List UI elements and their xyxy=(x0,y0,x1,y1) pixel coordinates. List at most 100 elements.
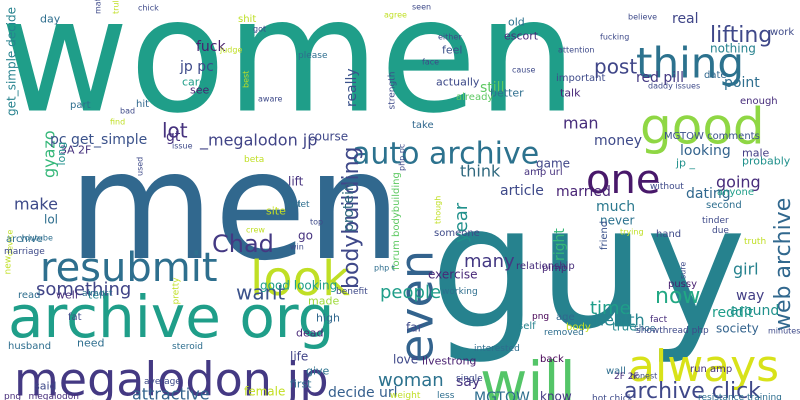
word-either: either xyxy=(438,33,462,42)
word-look: look xyxy=(250,251,350,307)
word-working: working xyxy=(442,287,478,297)
word-megalodon-jp: megalodon jp xyxy=(14,353,329,400)
word-said: said xyxy=(34,380,57,393)
word-jp-pc: jp pc xyxy=(179,59,214,75)
word-removed: removed xyxy=(544,328,584,338)
word-probably: probably xyxy=(742,155,791,168)
word-health: health xyxy=(594,311,645,330)
word-looking: looking xyxy=(680,143,731,159)
word-seen: seen xyxy=(412,3,431,12)
word-already: already xyxy=(456,92,493,103)
word-really: really xyxy=(344,68,360,107)
word-dating: dating xyxy=(686,186,731,202)
word-part: part xyxy=(70,100,91,111)
word-real: real xyxy=(672,11,699,27)
word-article: article xyxy=(500,183,544,199)
word-got: got xyxy=(253,25,266,34)
word-truly: truly xyxy=(112,0,121,14)
word-make: make xyxy=(14,195,58,214)
word-know: know xyxy=(540,390,572,400)
word-wall: wall xyxy=(606,366,626,377)
word-crew: crew xyxy=(246,226,265,235)
word-please: please xyxy=(298,51,328,61)
word-escort: escort xyxy=(504,30,539,43)
word-fuck: fuck xyxy=(196,39,226,55)
word-bodybuilding: bodybuilding xyxy=(339,146,364,289)
word-interested: interested xyxy=(474,344,520,354)
word-society: society xyxy=(716,322,759,336)
word-post: post xyxy=(594,55,637,79)
word-minutes: minutes xyxy=(768,327,800,336)
word-cause: cause xyxy=(512,66,536,75)
word-single: single xyxy=(456,374,483,384)
word-need: need xyxy=(77,337,105,350)
word-back: back xyxy=(540,354,564,365)
word-agree: agree xyxy=(384,11,407,20)
word-run-amp: run amp xyxy=(690,364,732,375)
word-male: male xyxy=(742,147,770,160)
word-resistance-training: resistance training xyxy=(698,393,782,400)
word-lot: lot xyxy=(162,119,188,143)
word-guy: guy xyxy=(430,169,746,367)
word-day: day xyxy=(40,13,61,26)
word-without: without xyxy=(650,182,684,192)
word-read: read xyxy=(18,290,41,301)
word-best: best xyxy=(242,71,251,88)
word-php-pc: php pc xyxy=(398,144,407,171)
word-life: life xyxy=(290,350,308,364)
word-first: first xyxy=(290,378,312,391)
word-lol: lol xyxy=(44,213,58,227)
word-man: man xyxy=(563,114,599,133)
word-now: now xyxy=(655,284,700,309)
word-actually: actually xyxy=(436,76,480,89)
word-lift: lift xyxy=(288,175,304,189)
word-body: body xyxy=(566,322,591,333)
word-fat: fat xyxy=(68,312,82,323)
word-give: give xyxy=(306,365,330,378)
word-exercise: exercise xyxy=(428,268,478,282)
word-png: png xyxy=(532,312,549,322)
word-find: find xyxy=(110,118,125,127)
word-new: new xyxy=(4,256,14,275)
word-thing: thing xyxy=(636,39,744,88)
word-old: old xyxy=(508,16,525,29)
word-forum-bodybuilding: forum bodybuilding xyxy=(391,172,402,270)
word-take: take xyxy=(412,120,434,131)
word-high: high xyxy=(316,312,340,325)
word-fact: fact xyxy=(650,315,668,325)
word-relationship: relationship xyxy=(516,261,575,272)
word-enough: enough xyxy=(740,96,778,107)
word-sure: sure xyxy=(679,262,688,279)
word-hit: hit xyxy=(136,99,149,110)
word-marriage: marriage xyxy=(4,247,45,257)
word-issue: issue xyxy=(172,142,193,151)
word-time: time xyxy=(590,298,631,319)
word-due: due xyxy=(712,226,729,236)
word-point: point xyxy=(724,75,760,91)
word-livestrong: livestrong xyxy=(422,355,476,368)
word-strength: strength xyxy=(388,72,398,110)
word-hand: hand xyxy=(656,229,681,240)
word-3a-2f: 3A 2F xyxy=(60,144,91,157)
word-date: date xyxy=(704,70,727,81)
word-attractive: attractive xyxy=(132,385,210,400)
word-mgtow: MGTOW xyxy=(474,390,530,400)
word-archive: archive xyxy=(6,234,43,245)
word-think: think xyxy=(460,162,501,181)
word-important: important xyxy=(556,73,605,84)
word-protein: protein xyxy=(341,182,357,232)
word-care: care xyxy=(182,76,206,89)
word-web-archive: web archive xyxy=(771,198,796,331)
word-talk: talk xyxy=(560,87,581,100)
word-pussy: pussy xyxy=(668,279,697,290)
word-woman: woman xyxy=(378,370,444,391)
word-something: something xyxy=(36,279,131,300)
word-aware: aware xyxy=(258,95,282,104)
word-chick: chick xyxy=(138,4,159,13)
word-many: many xyxy=(464,251,515,272)
word-anyone: anyone xyxy=(717,187,754,198)
word-2f-2f: 2F 2F xyxy=(614,372,639,382)
word-nothing: nothing xyxy=(710,42,756,56)
